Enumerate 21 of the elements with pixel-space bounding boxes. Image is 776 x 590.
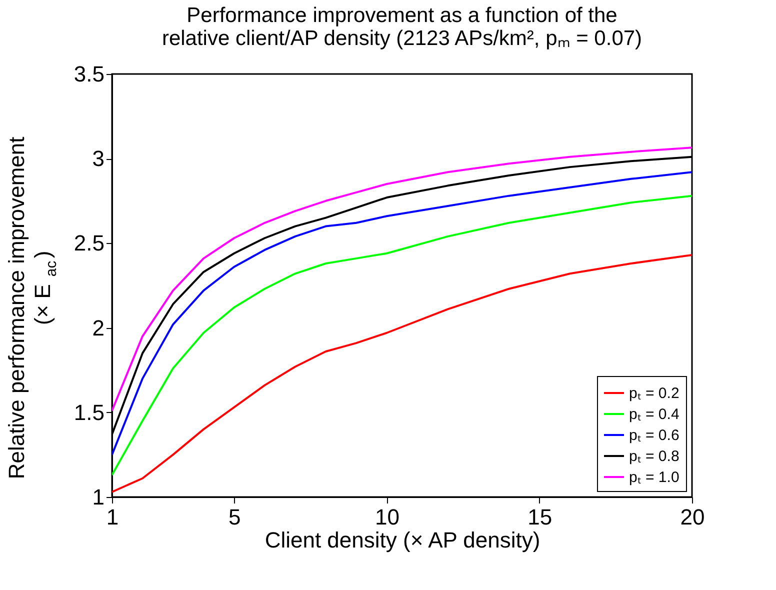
x-tick-label: 10 [374,504,400,530]
legend-label: pₜ = 0.2 [629,385,680,402]
x-tick-label: 20 [680,504,705,530]
text: Relative performance improvement [4,136,29,480]
legend-label: pₜ = 1.0 [629,469,680,486]
x-axis-title: Client density (× AP density) [264,528,540,552]
text: Performance improvement as a function of the [186,4,618,27]
x-tick-label: 15 [528,504,552,530]
legend-label: pₜ = 0.4 [629,406,680,423]
y-tick-label: 3 [92,146,104,172]
text: (× Eac) [30,250,60,326]
y-tick-label: 1.5 [74,400,104,425]
y-tick-label: 3.5 [74,62,104,86]
legend-label: pₜ = 0.6 [629,427,680,444]
y-tick-label: 2.5 [74,230,104,256]
y-tick-label: 1 [92,484,104,510]
y-tick-label: 2 [92,315,104,340]
text: relative client/AP density (2123 APs/km², pₘ = 0.07) [162,27,642,50]
line-series [112,254,692,493]
x-tick-label: 5 [228,504,241,530]
legend-label: pₜ = 0.8 [629,448,680,465]
